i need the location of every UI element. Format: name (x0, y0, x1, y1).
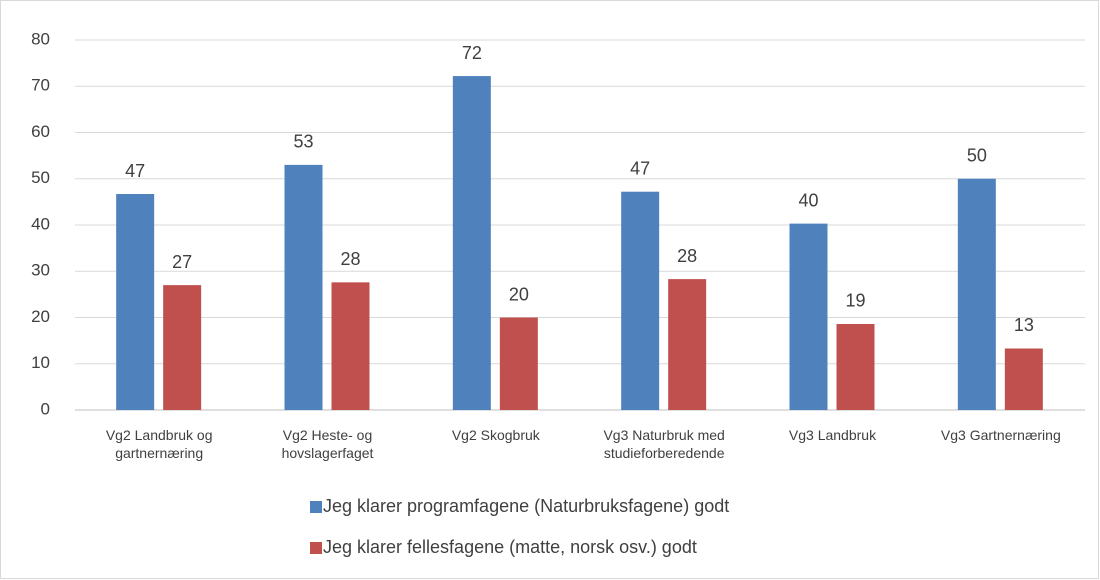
value-label: 28 (677, 246, 697, 266)
x-tick-label-box: Vg3 Naturbruk med studieforberedende (603, 427, 725, 461)
x-tick-label-box: Vg3 Gartnernæring (940, 427, 1061, 443)
legend-label: Jeg klarer fellesfagene (matte, norsk os… (323, 537, 697, 557)
value-label: 50 (967, 146, 987, 166)
x-tick-label-box: Vg3 Landbruk (788, 427, 877, 443)
x-tick-label: Vg2 Heste- og hovslagerfaget (281, 427, 374, 461)
value-label: 53 (293, 132, 313, 152)
bar (789, 223, 828, 410)
y-tick-label: 70 (31, 76, 50, 95)
value-label: 40 (798, 190, 818, 210)
bar (836, 323, 875, 410)
x-tick-label-box: Vg2 Landbruk og gartnernæring (105, 427, 213, 461)
legend-label: Jeg klarer programfagene (Naturbruksfage… (323, 496, 729, 516)
x-tick-label: Vg2 Skogbruk (451, 427, 540, 443)
x-tick-label: Vg3 Landbruk (788, 427, 877, 443)
bar (284, 164, 323, 410)
bar (668, 279, 707, 410)
y-tick-label: 20 (31, 307, 50, 326)
bar (621, 191, 660, 410)
bar (331, 282, 370, 410)
value-label: 19 (845, 291, 865, 311)
y-tick-label: 0 (41, 399, 50, 418)
bar (452, 76, 491, 410)
x-tick-label: Vg2 Landbruk og gartnernæring (105, 427, 213, 461)
value-label: 27 (172, 252, 192, 272)
y-tick-label: 60 (31, 122, 50, 141)
y-tick-label: 40 (31, 214, 50, 233)
bar (499, 317, 538, 410)
legend-swatch (310, 501, 322, 513)
bar (1004, 348, 1043, 410)
x-tick-label: Vg3 Naturbruk med studieforberedende (603, 427, 725, 461)
x-tick-label: Vg3 Gartnernæring (940, 427, 1061, 443)
y-tick-label: 80 (31, 29, 50, 48)
legend-swatch (310, 542, 322, 554)
x-tick-label-box: Vg2 Skogbruk (451, 427, 540, 443)
bar (957, 178, 996, 410)
value-label: 20 (509, 284, 529, 304)
value-label: 47 (630, 158, 650, 178)
value-label: 47 (125, 161, 145, 181)
y-tick-label: 10 (31, 353, 50, 372)
y-tick-label: 50 (31, 168, 50, 187)
value-label: 13 (1014, 315, 1034, 335)
value-label: 28 (340, 249, 360, 269)
value-label: 72 (462, 43, 482, 63)
x-tick-label-box: Vg2 Heste- og hovslagerfaget (281, 427, 374, 461)
bar (116, 194, 155, 410)
bar (163, 285, 202, 410)
y-tick-label: 30 (31, 261, 50, 280)
